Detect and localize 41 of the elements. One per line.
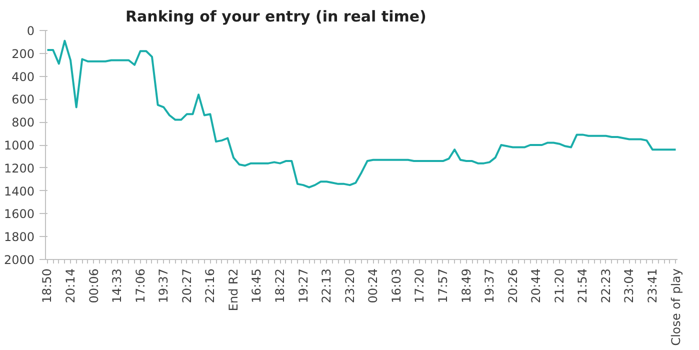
y-tick-label: 200: [12, 46, 34, 61]
y-tick-label: 1800: [4, 230, 35, 244]
y-tick-label: 2000: [4, 253, 35, 267]
x-tick-label: 22:16: [203, 268, 218, 304]
x-tick-label: 20:14: [64, 268, 78, 304]
x-tick-label: 20:27: [180, 268, 194, 304]
x-tick-label: 00:24: [366, 268, 380, 304]
x-tick-label: 17:20: [412, 268, 427, 304]
y-tick-label: 1600: [4, 207, 35, 222]
x-tick-label: 21:20: [552, 268, 566, 304]
x-tick-label: 18:22: [273, 268, 288, 304]
x-tick-label: 19:27: [296, 268, 310, 304]
x-tick-label: 00:06: [86, 268, 101, 304]
x-tick-label: 17:06: [133, 268, 148, 304]
x-tick-label: 16:03: [389, 268, 404, 304]
y-tick-label: 800: [12, 116, 34, 130]
line-series: [46, 40, 677, 188]
x-tick-label: 19:37: [156, 268, 171, 304]
x-tick-label: 23:41: [645, 268, 660, 304]
x-tick-label: 14:33: [110, 268, 124, 304]
x-tick-label: 16:45: [250, 268, 264, 304]
x-tick-label: 23:20: [342, 268, 357, 304]
y-tick-label: 400: [12, 70, 34, 84]
x-tick-label: 17:57: [436, 268, 450, 304]
x-tick-label: Close of play: [668, 268, 683, 346]
x-tick-label: 21:54: [576, 268, 590, 304]
x-tick-label: 23:04: [622, 268, 636, 304]
x-tick-label: 19:37: [482, 268, 497, 304]
y-tick-label: 1200: [4, 161, 35, 176]
y-tick-label: 1000: [4, 138, 35, 152]
x-tick-label: 20:44: [529, 268, 544, 304]
y-tick-label: 1400: [4, 184, 35, 198]
x-tick-label: 22:23: [598, 268, 613, 304]
x-tick-label: End R2: [226, 268, 240, 312]
x-tick-label: 20:26: [506, 268, 520, 304]
y-tick-label: 0: [26, 24, 35, 38]
x-tick-label: 22:13: [320, 268, 334, 304]
x-tick-label: 18:49: [459, 268, 474, 304]
chart-title: Ranking of your entry (in real time): [126, 8, 426, 26]
x-tick-label: 18:50: [40, 268, 54, 304]
y-tick-label: 600: [12, 92, 34, 107]
